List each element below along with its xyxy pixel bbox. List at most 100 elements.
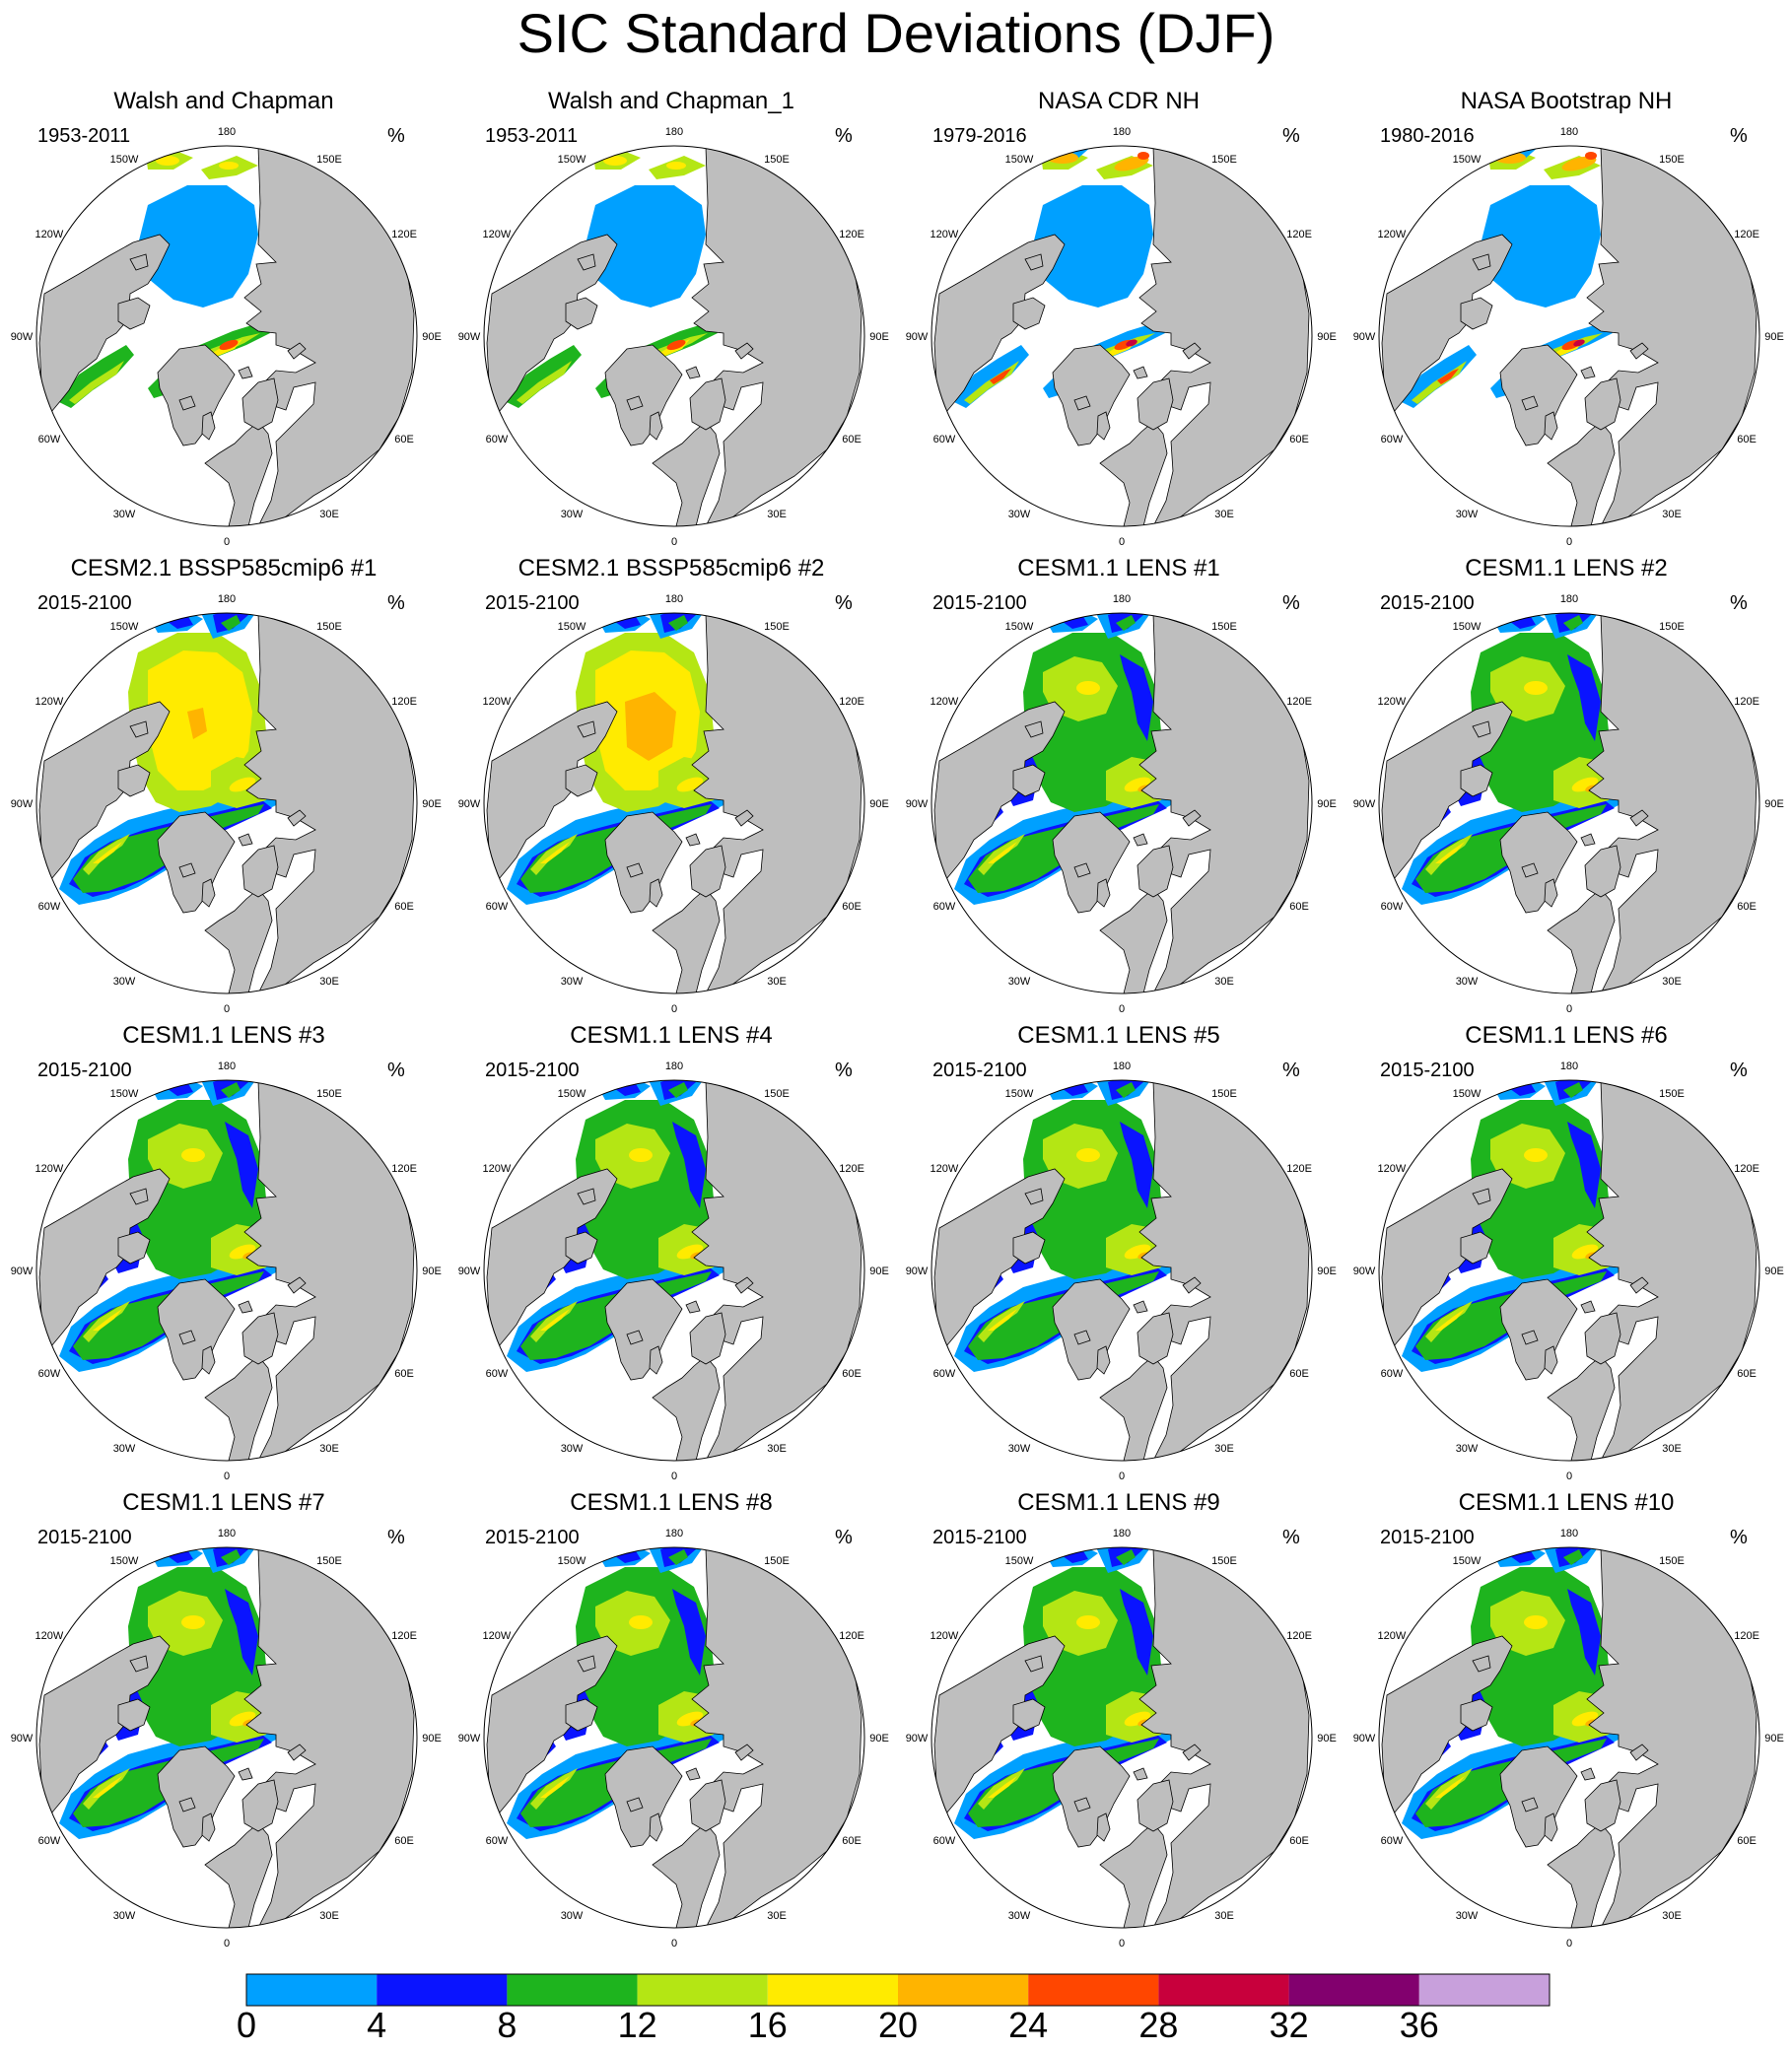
longitude-label: 90W xyxy=(458,1265,481,1277)
longitude-label: 90E xyxy=(1317,798,1337,810)
land-novaya-zemlya xyxy=(734,809,754,827)
panel-title: Walsh and Chapman xyxy=(113,88,334,114)
land-iceland xyxy=(626,862,644,878)
longitude-label: 150E xyxy=(316,621,342,633)
land-iceland xyxy=(626,395,644,411)
longitude-label: 30E xyxy=(319,1910,339,1922)
longitude-label: 180 xyxy=(665,1528,683,1539)
sic-contour xyxy=(668,1549,688,1565)
longitude-label: 120W xyxy=(35,229,64,240)
land-scandinavia xyxy=(1137,1312,1174,1365)
land-svalbard xyxy=(238,366,253,379)
longitude-label: 150W xyxy=(110,1088,139,1100)
panel-units: % xyxy=(387,592,405,614)
sic-contour xyxy=(1585,152,1597,160)
map-border xyxy=(483,1546,865,1929)
longitude-label: 90W xyxy=(458,1733,481,1744)
panel-title: Walsh and Chapman_1 xyxy=(548,88,794,114)
panel-units: % xyxy=(1282,125,1300,147)
land-europe xyxy=(204,1355,273,1461)
land-svalbard xyxy=(685,366,701,379)
longitude-label: 30W xyxy=(1008,976,1031,988)
land-north-america xyxy=(38,1168,171,1347)
longitude-label: 0 xyxy=(1566,536,1572,548)
longitude-label: 90E xyxy=(1764,798,1784,810)
longitude-label: 0 xyxy=(1119,1003,1125,1015)
sic-contour xyxy=(1435,1309,1465,1331)
sic-contour xyxy=(229,1711,256,1727)
longitude-label: 0 xyxy=(671,536,677,548)
map-border xyxy=(1378,1079,1760,1462)
colorbar-tick-label: 16 xyxy=(747,2005,788,2045)
land-arctic-island xyxy=(1024,720,1044,738)
land-iceland xyxy=(1073,862,1091,878)
panel-units: % xyxy=(835,125,853,147)
land-iceland xyxy=(1521,862,1539,878)
land-novaya-zemlya xyxy=(1629,342,1649,360)
land-north-america xyxy=(1381,1168,1513,1347)
longitude-label: 60W xyxy=(486,1368,509,1380)
longitude-label: 60E xyxy=(1289,1368,1309,1380)
land-britain xyxy=(1096,1345,1111,1375)
longitude-label: 90E xyxy=(1317,331,1337,343)
sic-contour xyxy=(990,369,1011,384)
sic-contour xyxy=(507,345,582,408)
land-baffin-island xyxy=(1012,764,1046,797)
sic-contour xyxy=(625,692,676,761)
panel-units: % xyxy=(835,1527,853,1548)
land-britain xyxy=(201,1813,216,1842)
land-svalbard xyxy=(238,1767,253,1781)
panel-units: % xyxy=(1730,1060,1748,1081)
longitude-label: 90E xyxy=(869,798,889,810)
longitude-label: 60W xyxy=(933,1368,956,1380)
panel-units: % xyxy=(1730,1527,1748,1548)
land-mask xyxy=(486,1080,862,1461)
longitude-label: 120W xyxy=(1378,1163,1407,1175)
panel-period: 1979-2016 xyxy=(932,125,1027,147)
longitude-label: 90W xyxy=(11,798,34,810)
land-iceland xyxy=(1073,395,1091,411)
longitude-label: 60E xyxy=(1737,434,1757,445)
land-europe xyxy=(204,1822,273,1928)
sic-contour xyxy=(540,1776,570,1798)
longitude-label: 30E xyxy=(1214,509,1234,520)
land-mask xyxy=(1381,1080,1758,1461)
colorbar-swatch xyxy=(637,1974,768,2006)
map-panel: CESM1.1 LENS #5 180 150E 120E 90E 60E 30E 0 30W 6… xyxy=(895,1021,1343,1484)
longitude-label: 0 xyxy=(1119,1471,1125,1482)
sic-contour xyxy=(181,1615,205,1629)
land-scandinavia xyxy=(689,1779,726,1832)
longitude-label: 120E xyxy=(839,229,864,240)
longitude-label: 90W xyxy=(906,331,929,343)
longitude-label: 90E xyxy=(1764,331,1784,343)
land-baffin-island xyxy=(1460,764,1493,797)
longitude-label: 150E xyxy=(764,1555,790,1567)
panel-period: 2015-2100 xyxy=(932,1527,1027,1548)
longitude-label: 120E xyxy=(839,1163,864,1175)
longitude-label: 0 xyxy=(1566,1003,1572,1015)
panel-period: 2015-2100 xyxy=(932,1060,1027,1081)
longitude-label: 120W xyxy=(1378,229,1407,240)
longitude-label: 0 xyxy=(671,1938,677,1949)
colorbar-swatch xyxy=(507,1974,638,2006)
panel-period: 1953-2011 xyxy=(37,125,131,147)
longitude-label: 30E xyxy=(1662,1443,1682,1455)
land-scandinavia xyxy=(689,377,726,431)
sic-contour xyxy=(672,1589,706,1676)
land-mask xyxy=(933,613,1310,993)
land-baffin-island xyxy=(1460,1698,1493,1732)
longitude-label: 120W xyxy=(930,1630,959,1642)
longitude-label: 150E xyxy=(764,621,790,633)
map-panel: CESM2.1 BSSP585cmip6 #2 180 150E 120E 90E 60E… xyxy=(448,554,895,1017)
sic-contour xyxy=(93,1309,122,1331)
land-svalbard xyxy=(1580,366,1596,379)
longitude-label: 60W xyxy=(38,1835,61,1847)
land-scandinavia xyxy=(1584,377,1621,431)
land-baffin-island xyxy=(117,764,151,797)
sic-contour xyxy=(988,842,1017,863)
longitude-label: 180 xyxy=(218,1060,236,1072)
longitude-label: 90W xyxy=(1353,1265,1376,1277)
land-baffin-island xyxy=(565,1231,598,1265)
land-europe xyxy=(1099,1822,1168,1928)
land-arctic-island xyxy=(1024,1188,1044,1205)
